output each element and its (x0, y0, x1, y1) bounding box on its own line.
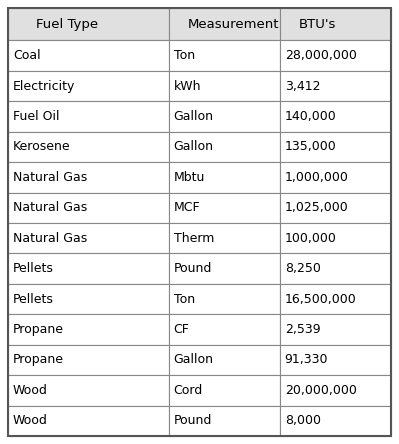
Bar (8, 193, 169, 223)
Bar (8, 132, 169, 162)
Bar (8, 101, 169, 132)
Bar (280, 314, 391, 345)
Bar (169, 223, 280, 254)
Bar (8, 40, 169, 71)
Bar (169, 254, 280, 284)
Bar (280, 40, 391, 71)
Text: MCF: MCF (174, 201, 200, 214)
Bar (8, 162, 169, 193)
Text: 2,539: 2,539 (285, 323, 320, 336)
Text: 91,330: 91,330 (285, 353, 328, 366)
Bar (169, 8, 280, 40)
Bar (169, 345, 280, 375)
Text: Kerosene: Kerosene (13, 140, 70, 154)
Bar (8, 345, 169, 375)
Bar (169, 284, 280, 314)
Text: Gallon: Gallon (174, 140, 213, 154)
Text: Pellets: Pellets (13, 293, 53, 305)
Text: 140,000: 140,000 (285, 110, 336, 123)
Text: 100,000: 100,000 (285, 232, 337, 245)
Bar (8, 375, 169, 405)
Bar (280, 162, 391, 193)
Bar (169, 193, 280, 223)
Bar (8, 71, 169, 101)
Text: 1,025,000: 1,025,000 (285, 201, 348, 214)
Text: Fuel Type: Fuel Type (36, 18, 98, 31)
Text: Coal: Coal (13, 49, 40, 62)
Text: 8,250: 8,250 (285, 262, 320, 275)
Text: Wood: Wood (13, 384, 47, 397)
Bar (169, 375, 280, 405)
Text: 8,000: 8,000 (285, 414, 321, 427)
Bar (169, 162, 280, 193)
Bar (169, 71, 280, 101)
Text: Gallon: Gallon (174, 110, 213, 123)
Bar (280, 71, 391, 101)
Text: Mbtu: Mbtu (174, 171, 205, 184)
Text: Cord: Cord (174, 384, 203, 397)
Text: CF: CF (174, 323, 190, 336)
Bar (280, 223, 391, 254)
Text: Pound: Pound (174, 414, 212, 427)
Bar (280, 193, 391, 223)
Text: Propane: Propane (13, 353, 64, 366)
Text: Therm: Therm (174, 232, 214, 245)
Bar (280, 375, 391, 405)
Text: Ton: Ton (174, 293, 195, 305)
Bar (169, 314, 280, 345)
Bar (280, 132, 391, 162)
Bar (280, 405, 391, 436)
Text: Pound: Pound (174, 262, 212, 275)
Text: Natural Gas: Natural Gas (13, 201, 87, 214)
Bar (8, 254, 169, 284)
Text: Wood: Wood (13, 414, 47, 427)
Text: Pellets: Pellets (13, 262, 53, 275)
Bar (169, 132, 280, 162)
Text: kWh: kWh (174, 79, 201, 93)
Bar (280, 8, 391, 40)
Bar (280, 284, 391, 314)
Text: Ton: Ton (174, 49, 195, 62)
Text: Measurement: Measurement (188, 18, 280, 31)
Text: 135,000: 135,000 (285, 140, 336, 154)
Bar (8, 8, 169, 40)
Bar (8, 405, 169, 436)
Text: BTU's: BTU's (299, 18, 337, 31)
Bar (169, 101, 280, 132)
Bar (8, 314, 169, 345)
Bar (280, 101, 391, 132)
Text: 16,500,000: 16,500,000 (285, 293, 356, 305)
Bar (8, 223, 169, 254)
Text: 3,412: 3,412 (285, 79, 320, 93)
Text: Natural Gas: Natural Gas (13, 232, 87, 245)
Bar (169, 405, 280, 436)
Text: Natural Gas: Natural Gas (13, 171, 87, 184)
Text: 1,000,000: 1,000,000 (285, 171, 349, 184)
Bar (280, 345, 391, 375)
Text: Propane: Propane (13, 323, 64, 336)
Bar (169, 40, 280, 71)
Text: 20,000,000: 20,000,000 (285, 384, 357, 397)
Text: Fuel Oil: Fuel Oil (13, 110, 59, 123)
Bar (8, 284, 169, 314)
Text: Electricity: Electricity (13, 79, 75, 93)
Text: 28,000,000: 28,000,000 (285, 49, 357, 62)
Bar (280, 254, 391, 284)
Text: Gallon: Gallon (174, 353, 213, 366)
